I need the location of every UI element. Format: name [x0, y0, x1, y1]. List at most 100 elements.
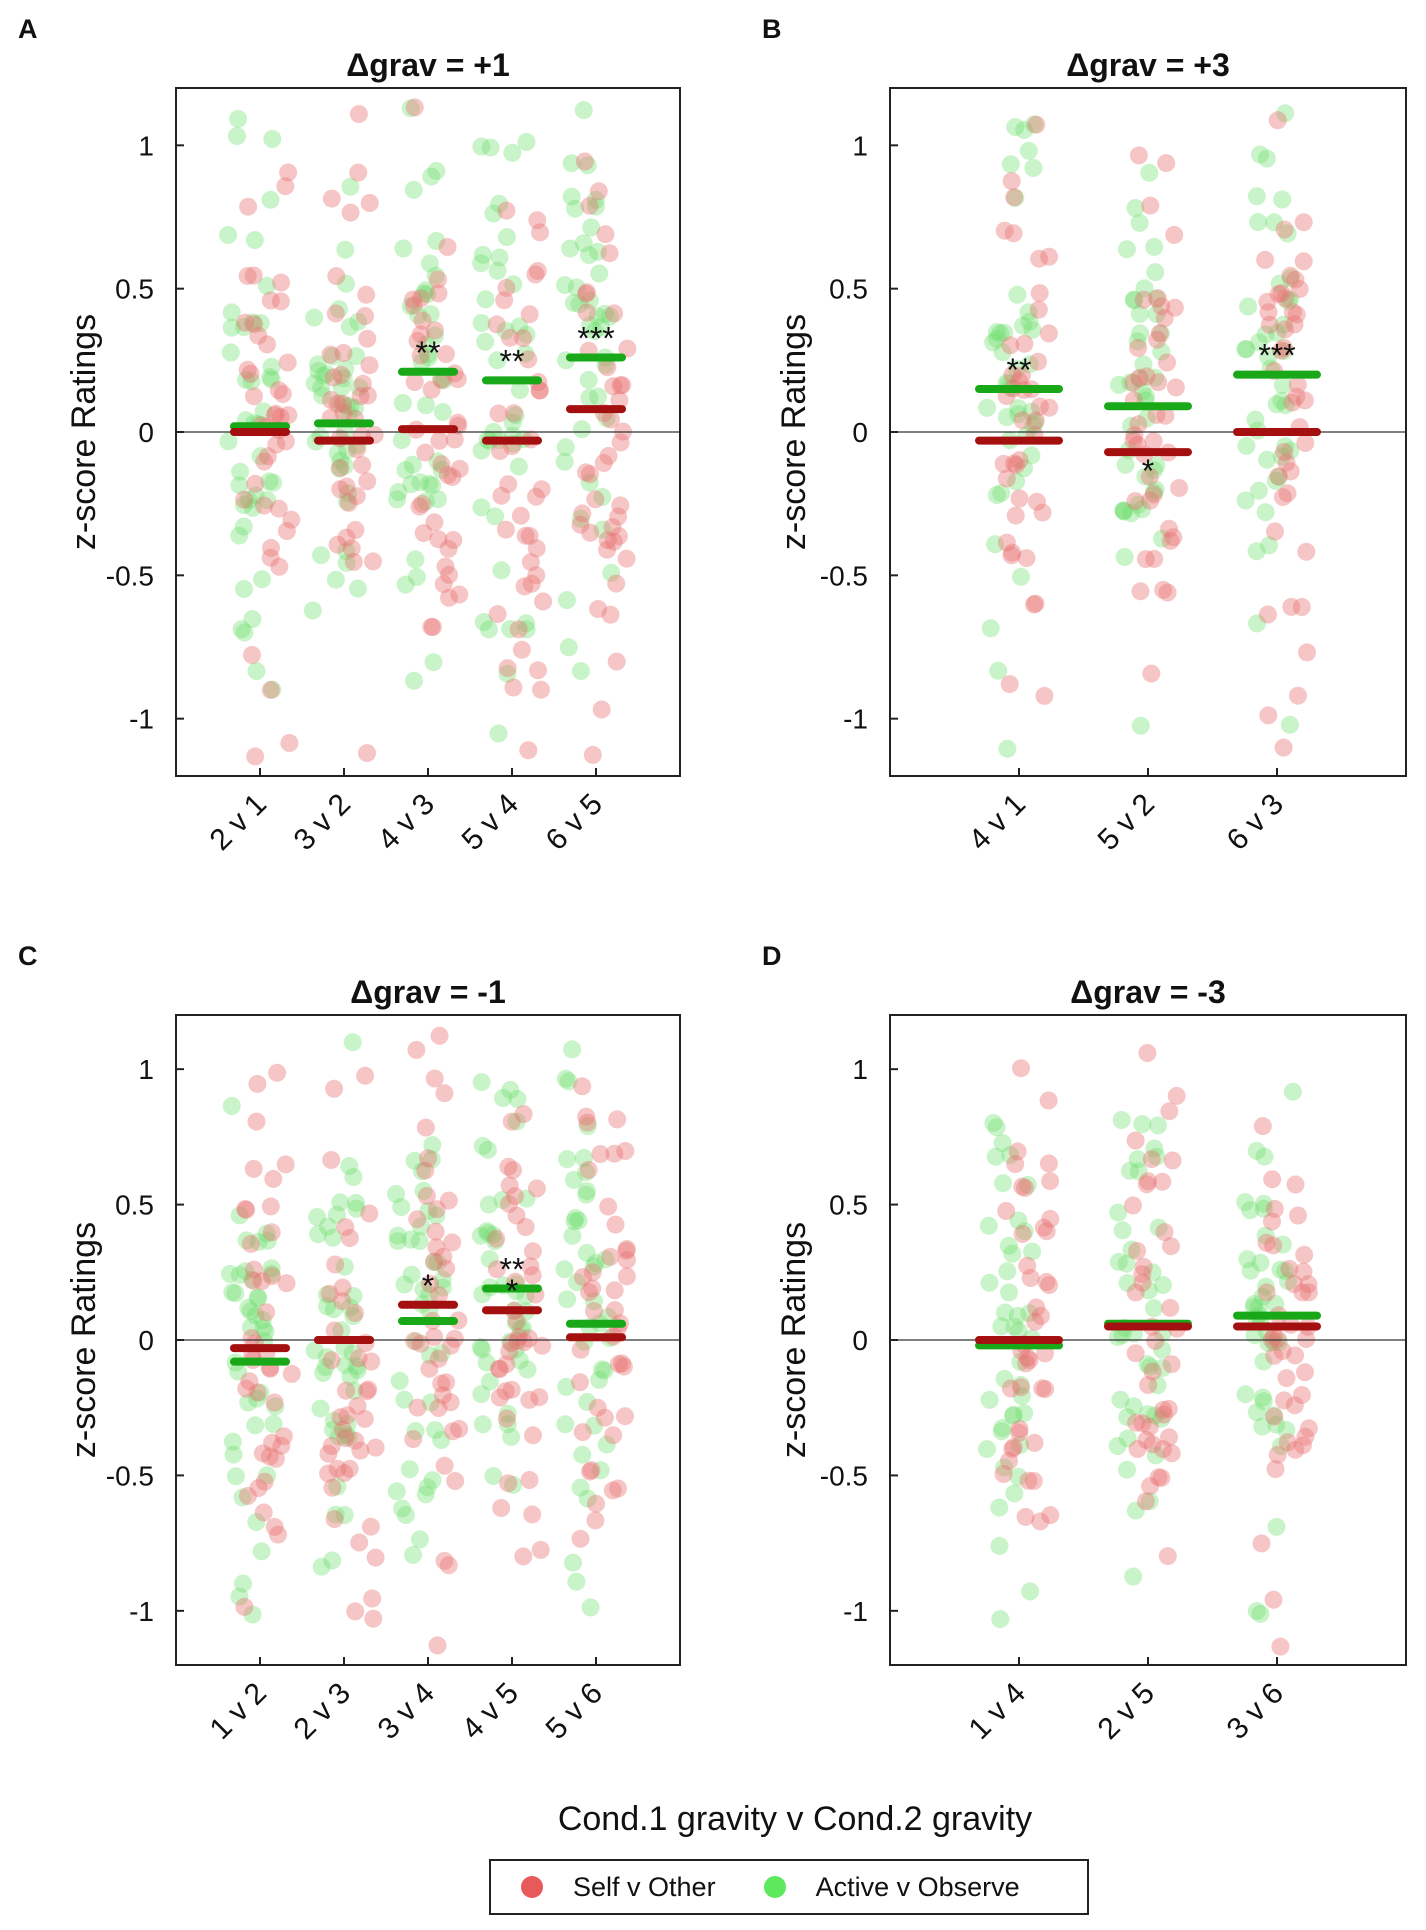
self-v-other-point — [573, 504, 592, 523]
panel-letter: C — [18, 941, 38, 971]
active-v-observe-point — [393, 1499, 412, 1518]
self-v-other-point — [269, 1525, 287, 1544]
self-v-other-point — [1259, 706, 1278, 725]
active-v-observe-point — [1245, 1295, 1264, 1313]
active-v-observe-point — [1109, 1328, 1127, 1347]
active-v-observe-point — [392, 1198, 411, 1216]
self-v-other-point — [603, 518, 622, 537]
self-v-other-point — [366, 1548, 385, 1567]
self-v-other-point — [520, 305, 539, 324]
self-v-other-point — [1277, 453, 1296, 472]
self-v-other-point — [261, 291, 280, 310]
active-v-observe-point — [223, 1432, 242, 1451]
active-v-observe-point — [330, 300, 348, 319]
active-v-observe-point — [1151, 324, 1170, 343]
active-v-observe-point — [237, 1231, 256, 1250]
active-v-observe-point — [1136, 467, 1155, 486]
self-v-other-point — [571, 1529, 590, 1548]
self-v-other-point — [411, 346, 430, 365]
self-v-other-point — [351, 387, 370, 406]
self-v-other-point — [439, 539, 458, 558]
self-v-other-point — [994, 454, 1013, 473]
active-v-observe-point — [1148, 1376, 1167, 1395]
active-v-observe-point — [328, 1477, 347, 1496]
self-v-other-point — [440, 588, 458, 607]
self-v-other-point — [1141, 491, 1160, 510]
active-v-observe-point — [343, 1033, 362, 1052]
active-v-observe-point — [226, 1467, 245, 1486]
y-tick-label: 0.5 — [829, 274, 868, 305]
active-v-observe-point — [403, 455, 422, 474]
self-v-other-point — [1026, 594, 1045, 613]
active-v-observe-point — [1237, 340, 1256, 359]
self-v-other-point — [336, 1429, 355, 1448]
x-tick-label: 6 v 3 — [1221, 788, 1290, 857]
self-v-other-point — [1146, 1332, 1165, 1350]
scatter-points — [220, 1026, 636, 1655]
active-v-observe-point — [419, 345, 437, 364]
active-v-observe-point — [586, 1254, 605, 1273]
active-v-observe-point — [987, 1118, 1006, 1137]
self-v-other-point — [1018, 1256, 1037, 1275]
self-v-other-point — [595, 1408, 614, 1427]
active-v-observe-point — [337, 542, 356, 561]
active-v-observe-point — [1147, 1147, 1166, 1166]
self-v-other-point — [1159, 1399, 1178, 1418]
active-v-observe-point — [1009, 1322, 1028, 1340]
active-v-observe-point — [419, 1201, 438, 1220]
legend-swatch-red — [521, 1876, 543, 1898]
self-v-other-point — [1019, 1471, 1038, 1490]
active-v-observe-point — [588, 307, 607, 326]
active-v-observe-point — [496, 321, 515, 340]
active-v-observe-point — [1124, 1567, 1143, 1586]
active-v-observe-point — [1110, 375, 1128, 394]
active-v-observe-point — [1021, 1582, 1040, 1601]
active-v-observe-point — [257, 276, 276, 295]
self-v-other-point — [1296, 434, 1315, 452]
active-v-observe-point — [984, 1114, 1003, 1132]
active-v-observe-point — [506, 406, 525, 425]
self-v-other-point — [334, 344, 353, 362]
self-v-other-point — [445, 430, 464, 449]
self-v-other-point — [1141, 1477, 1160, 1496]
active-v-observe-point — [501, 1332, 520, 1351]
self-v-other-point — [411, 289, 430, 308]
self-v-other-point — [319, 1444, 338, 1463]
active-v-observe-point — [1276, 437, 1295, 456]
self-v-other-point — [1025, 595, 1043, 614]
active-v-observe-point — [346, 399, 365, 417]
active-v-observe-point — [573, 1445, 592, 1464]
self-v-other-point — [321, 345, 340, 364]
self-v-other-point — [241, 364, 260, 383]
self-v-other-point — [532, 480, 551, 499]
active-v-observe-point — [987, 486, 1006, 504]
self-v-other-point — [267, 435, 286, 454]
self-v-other-point — [248, 1074, 267, 1093]
active-v-observe-point — [257, 1224, 276, 1243]
self-v-other-point — [1285, 1275, 1304, 1294]
self-v-other-point — [1005, 188, 1024, 207]
y-tick-label: -1 — [129, 704, 154, 735]
y-tick-label: -1 — [843, 1596, 868, 1627]
self-v-other-point — [245, 1260, 263, 1279]
active-v-observe-point — [422, 167, 441, 186]
self-v-other-point — [1299, 1283, 1318, 1302]
self-v-other-point — [261, 548, 280, 567]
self-v-other-point — [588, 1398, 607, 1417]
legend-item-active-v-observe: Active v Observe — [763, 1872, 1020, 1903]
active-v-observe-point — [405, 1151, 424, 1170]
self-v-other-point — [1143, 1362, 1162, 1381]
active-v-observe-point — [1140, 1492, 1159, 1511]
active-v-observe-point — [1274, 315, 1293, 334]
active-v-observe-point — [426, 266, 445, 285]
self-v-other-point — [524, 1426, 542, 1445]
active-v-observe-point — [486, 1232, 504, 1251]
self-v-other-point — [265, 1393, 284, 1412]
self-v-other-point — [1148, 330, 1167, 349]
active-v-observe-point — [1125, 291, 1144, 309]
legend-item-self-v-other: Self v Other — [521, 1872, 716, 1903]
active-v-observe-point — [571, 662, 590, 680]
self-v-other-point — [599, 446, 618, 465]
self-v-other-point — [1013, 411, 1032, 430]
self-v-other-point — [1273, 1342, 1292, 1360]
